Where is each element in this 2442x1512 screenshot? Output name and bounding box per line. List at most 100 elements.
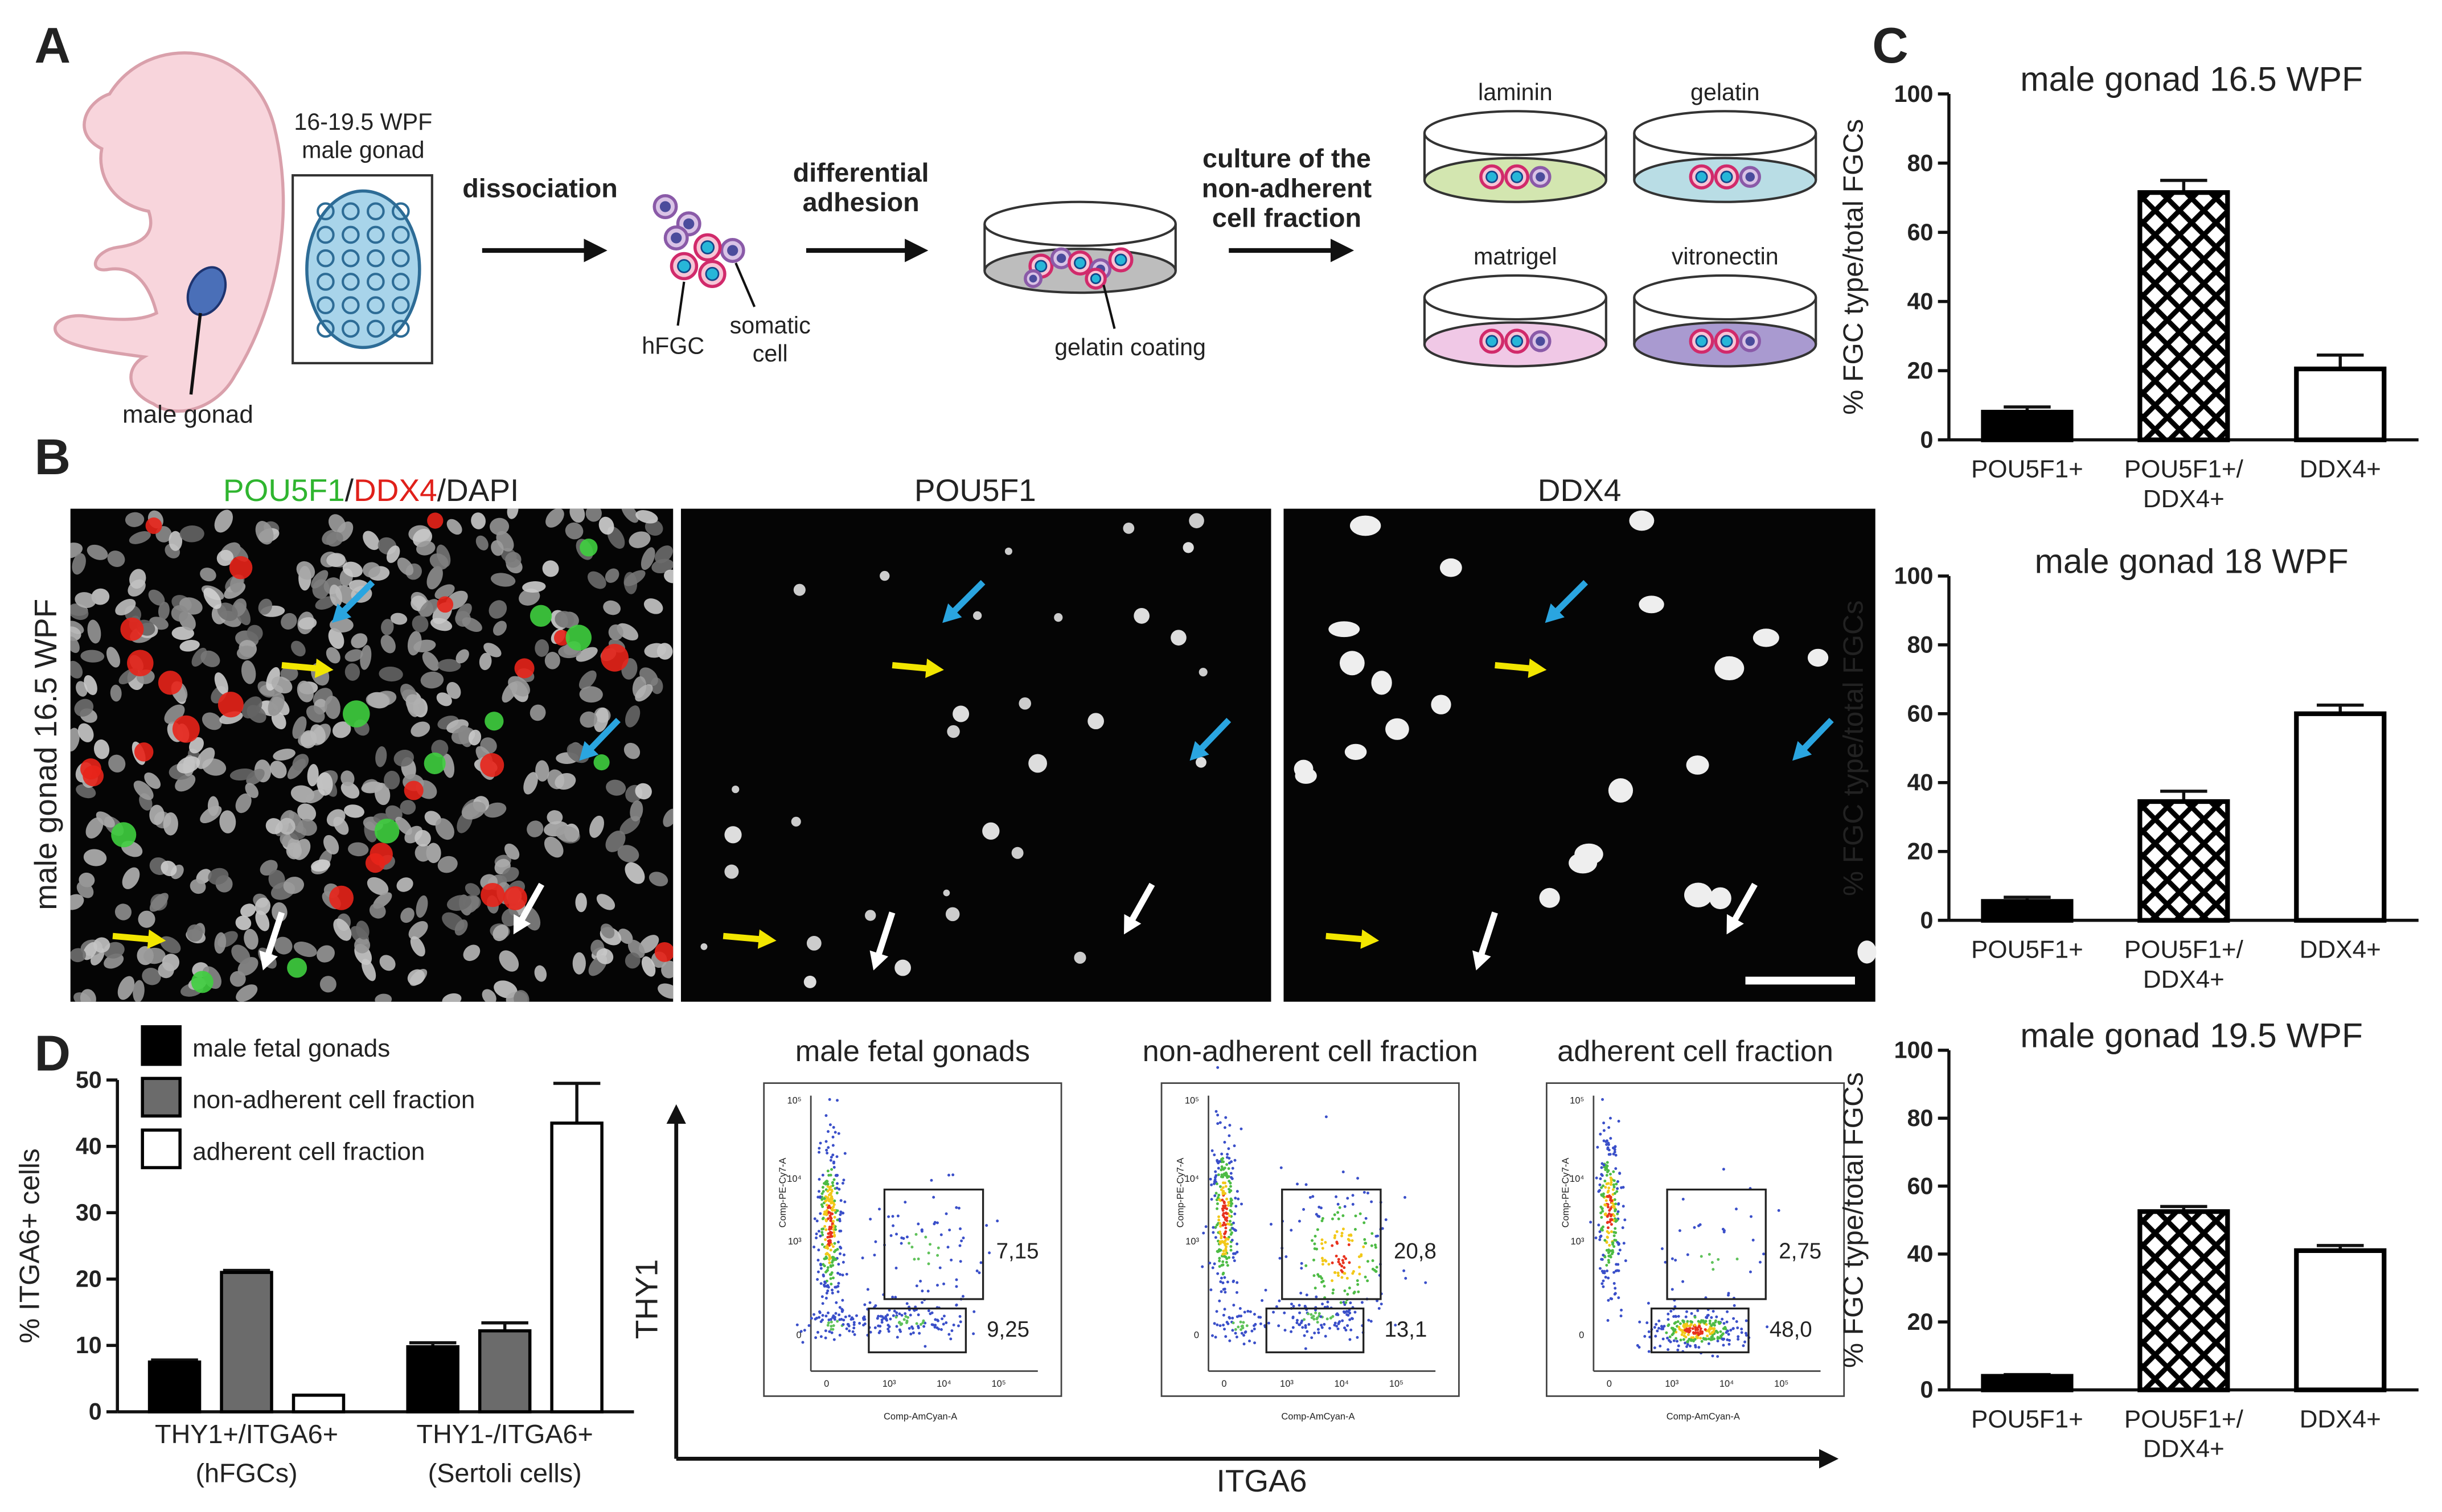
- label: male gonad: [302, 137, 425, 163]
- event: [807, 1324, 811, 1327]
- event: [889, 1234, 893, 1238]
- event: [1370, 1244, 1373, 1247]
- plot-frame: [1160, 1082, 1460, 1397]
- y-tick-label: 100: [1894, 81, 1934, 107]
- tubule: [392, 225, 410, 244]
- event: [825, 1279, 828, 1283]
- y-tick-label: 100: [1894, 1037, 1934, 1063]
- event: [1343, 1289, 1347, 1292]
- event: [837, 1281, 840, 1285]
- nucleus: [241, 660, 256, 684]
- event: [827, 1318, 831, 1322]
- event: [1609, 1137, 1612, 1140]
- event: [950, 1258, 953, 1262]
- x-tick-label: THY1-/ITGA6+ (Sertoli cells): [417, 1419, 593, 1488]
- event: [1685, 1322, 1689, 1325]
- event: [1351, 1239, 1354, 1242]
- legend-label: adherent cell fraction: [192, 1137, 425, 1165]
- bar: [1981, 409, 2074, 442]
- event: [836, 1182, 839, 1185]
- event: [833, 1234, 836, 1237]
- event: [828, 1123, 832, 1127]
- event: [1298, 1304, 1301, 1307]
- red-cell: [127, 650, 154, 677]
- event: [1222, 1288, 1225, 1291]
- nucleus: [70, 636, 80, 653]
- event: [834, 1258, 838, 1262]
- event: [1222, 1181, 1225, 1185]
- event: [1267, 1321, 1270, 1325]
- event: [1222, 1313, 1225, 1317]
- event: [1304, 1264, 1308, 1267]
- dish-rim: [1423, 274, 1607, 321]
- event: [1341, 1227, 1345, 1231]
- event: [1602, 1192, 1605, 1195]
- bar: [2137, 190, 2230, 442]
- event: [821, 1186, 824, 1189]
- event: [1353, 1310, 1357, 1314]
- event: [1226, 1280, 1229, 1284]
- event: [1223, 1308, 1226, 1311]
- event: [824, 1246, 828, 1250]
- nucleus: [416, 895, 428, 918]
- event: [933, 1222, 936, 1226]
- event: [1303, 1318, 1306, 1321]
- event: [1614, 1269, 1618, 1273]
- event: [1249, 1310, 1252, 1313]
- event: [1317, 1331, 1320, 1334]
- tubule: [342, 319, 360, 338]
- event: [819, 1282, 823, 1285]
- label: 16-19.5 WPF: [294, 109, 432, 135]
- nucleus: [367, 692, 389, 709]
- event: [1221, 1207, 1224, 1210]
- event: [838, 1188, 841, 1191]
- tubule: [392, 296, 410, 314]
- event: [838, 1333, 842, 1337]
- event: [1721, 1317, 1724, 1321]
- x-tick-label: THY1+/ITGA6+ (hFGCs): [155, 1419, 338, 1488]
- event: [1320, 1326, 1324, 1329]
- white-spot: [700, 943, 708, 950]
- white-spot: [1183, 542, 1194, 553]
- event: [1615, 1190, 1619, 1193]
- event: [1607, 1261, 1611, 1264]
- event: [1228, 1161, 1231, 1165]
- nucleus: [623, 742, 641, 759]
- event: [819, 1141, 822, 1145]
- nucleus: [454, 919, 468, 936]
- event: [1725, 1320, 1729, 1324]
- event: [1345, 1313, 1349, 1316]
- event: [1348, 1261, 1351, 1264]
- event: [831, 1260, 834, 1264]
- event: [1676, 1340, 1678, 1343]
- white-spot: [945, 907, 960, 922]
- event: [1321, 1303, 1324, 1306]
- event: [1239, 1320, 1242, 1324]
- event: [1707, 1342, 1710, 1345]
- event: [952, 1323, 955, 1326]
- event: [1670, 1326, 1673, 1330]
- event: [1604, 1168, 1607, 1172]
- event: [827, 1241, 831, 1244]
- event: [960, 1239, 963, 1243]
- event: [1665, 1331, 1668, 1334]
- event: [834, 1312, 838, 1315]
- event: [1606, 1215, 1609, 1218]
- event: [831, 1144, 835, 1147]
- nucleus: [384, 770, 400, 790]
- event: [851, 1330, 855, 1333]
- nucleus: [149, 893, 169, 912]
- cell-arrow: [585, 717, 621, 754]
- nucleus: [169, 531, 183, 551]
- cell-arrow: [1798, 717, 1834, 754]
- event: [836, 1290, 840, 1293]
- white-spot: [1339, 651, 1365, 676]
- white-spot: [1004, 547, 1012, 555]
- event: [1223, 1126, 1226, 1129]
- nucleus: [319, 976, 336, 993]
- param-label: Comp-PE-Cy7-A: [1176, 1158, 1186, 1228]
- event: [1709, 1328, 1712, 1331]
- event: [1227, 1147, 1230, 1151]
- event: [937, 1328, 941, 1331]
